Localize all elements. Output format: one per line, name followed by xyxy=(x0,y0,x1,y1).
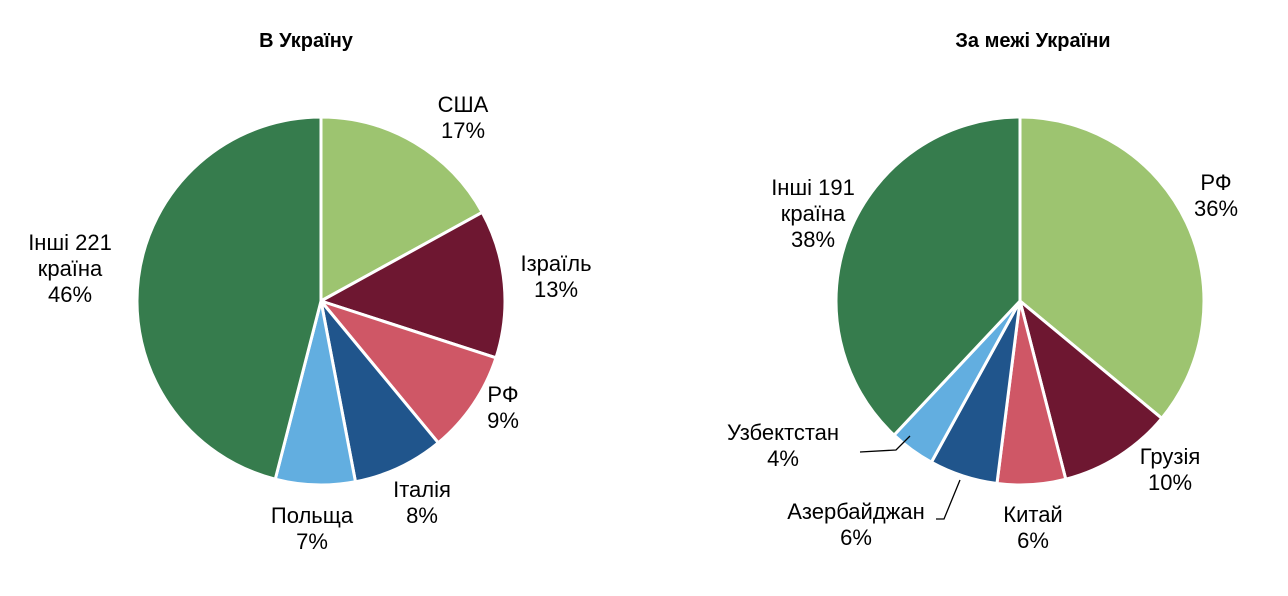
chart-1-data-label-2: Ізраїль 13% xyxy=(520,251,591,302)
chart-1-data-label-6: Інші 221 країна 46% xyxy=(28,230,112,307)
chart-1-slice-2 xyxy=(319,210,507,360)
chart-2-slice-1 xyxy=(1018,115,1206,420)
chart-1-slice-4 xyxy=(319,299,440,484)
chart-2-title: За межі України xyxy=(955,30,1110,52)
chart-2-data-label-6: Інші 191 країна 38% xyxy=(771,175,855,252)
chart-2-data-label-3: Китай 6% xyxy=(1003,502,1062,553)
chart-1-data-label-4: Італія 8% xyxy=(393,477,451,528)
chart-2-data-label-2: Грузія 10% xyxy=(1140,444,1201,495)
chart-1-title: В Україну xyxy=(259,30,354,52)
chart-2-leader-line-5 xyxy=(859,435,911,453)
chart-1-slice-3 xyxy=(319,299,498,445)
chart-1-slice-1 xyxy=(319,115,484,303)
chart-1-data-label-5: Польща 7% xyxy=(271,503,354,554)
chart-2-leader-line-4 xyxy=(936,479,961,520)
chart-2-data-label-4: Азербайджан 6% xyxy=(787,499,925,550)
chart-2-data-label-1: РФ 36% xyxy=(1194,170,1238,221)
pie-chart-1: США 17% Ізраїль 13% РФ 9% Італія 8% Польща 7% Інші… xyxy=(28,92,591,554)
chart-1-data-label-3: РФ 9% xyxy=(487,382,519,433)
chart-1-slice-6 xyxy=(135,115,323,481)
chart-2-slice-6 xyxy=(834,115,1022,437)
chart-1-data-label-1: США 17% xyxy=(438,92,489,143)
chart-2-data-label-5: Узбектстан 4% xyxy=(727,420,839,471)
pie-chart-2: РФ 36% Грузія 10% Китай 6% Азербайджан 6% Узбект… xyxy=(727,115,1238,553)
